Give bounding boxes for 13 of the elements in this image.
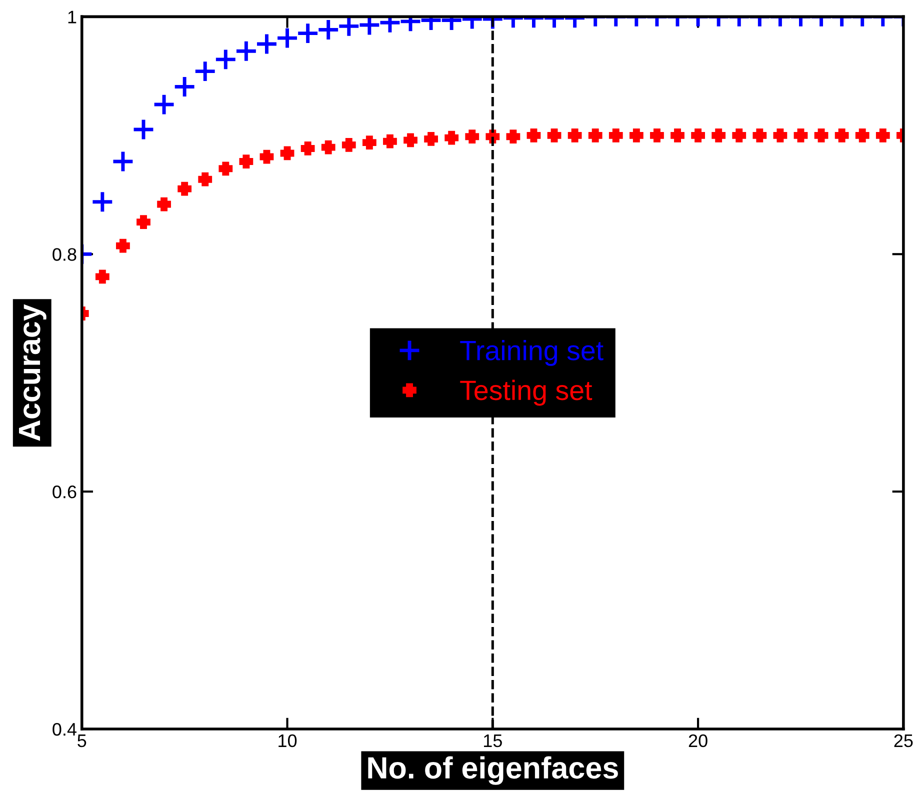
y-tick-label: 0.8 [52, 248, 76, 261]
x-tick-label: 20 [688, 734, 708, 748]
legend-label: Training set [460, 340, 604, 366]
y-tick-label: 1 [68, 10, 76, 24]
x-tick-label: 10 [278, 734, 297, 748]
x-axis-title: No. of eigenfaces [368, 756, 618, 785]
y-tick-label: 0.6 [52, 486, 76, 498]
x-tick-label: 5 [78, 734, 86, 748]
y-tick-label: 0.4 [52, 722, 76, 736]
x-tick-label: 15 [484, 734, 502, 748]
x-tick-label: 25 [894, 734, 913, 748]
legend-label: Testing set [460, 380, 592, 406]
y-axis-title: Accuracy [19, 304, 46, 441]
